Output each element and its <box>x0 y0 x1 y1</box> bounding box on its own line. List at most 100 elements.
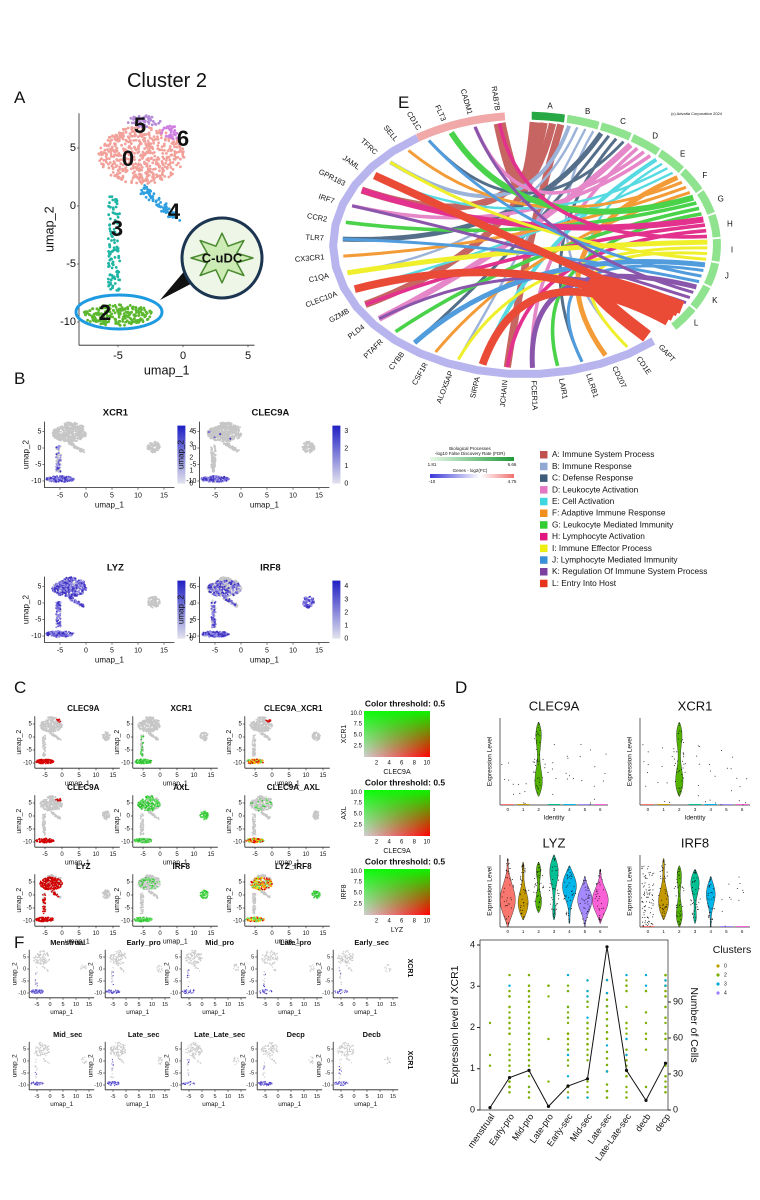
cell-dot <box>108 143 111 147</box>
cell-dot <box>42 724 44 726</box>
cell-dot <box>147 117 150 121</box>
y-tick-label: 0 <box>192 445 196 452</box>
cell-dot <box>161 167 165 171</box>
cell-dot <box>159 201 163 204</box>
cell-dot <box>115 147 119 150</box>
cell-dot <box>162 126 166 130</box>
cell-dot <box>211 611 214 614</box>
cell-dot <box>310 445 313 448</box>
cell-dot <box>125 149 129 153</box>
cell-dot <box>151 120 155 123</box>
cell-dot <box>150 196 154 199</box>
y-tick-label: 0 <box>37 445 41 452</box>
cell-dot <box>127 145 131 149</box>
cell-dot <box>56 620 58 623</box>
cell-dot <box>143 315 147 319</box>
y-tick-label: -10 <box>186 633 196 640</box>
cell-dot <box>215 476 218 479</box>
cell-dot <box>115 270 119 274</box>
y-tick-label: 0 <box>70 200 76 212</box>
cell-dot <box>137 150 141 154</box>
cell-dot <box>104 155 108 158</box>
colorbar <box>332 425 341 484</box>
cell-dot <box>71 433 74 436</box>
cluster-label: 4 <box>168 199 181 224</box>
cell-dot <box>210 447 213 450</box>
cell-dot <box>106 148 109 151</box>
cell-dot <box>208 631 211 634</box>
cell-dot <box>99 146 103 150</box>
cell-dot <box>216 630 218 633</box>
cell-dot <box>177 143 181 147</box>
cell-dot <box>108 252 112 256</box>
cell-dot <box>124 130 128 134</box>
cell-dot <box>107 166 111 170</box>
cell-dot <box>151 600 154 603</box>
cell-dot <box>221 594 224 597</box>
cell-dot <box>145 164 149 168</box>
cell-dot <box>123 323 126 327</box>
cell-dot <box>130 181 134 185</box>
cell-dot <box>57 462 60 465</box>
cell-dot <box>105 144 109 148</box>
cell-dot <box>73 585 76 588</box>
panel-letter: D <box>455 678 467 697</box>
cell-dot <box>153 597 155 600</box>
x-tick-label: 5 <box>110 492 114 499</box>
cell-dot <box>54 727 57 729</box>
cell-dot <box>59 722 62 725</box>
cell-dot <box>209 428 212 431</box>
cell-dot <box>143 139 147 143</box>
cell-dot <box>103 148 107 152</box>
cell-dot <box>155 158 159 161</box>
cell-dot <box>132 155 136 159</box>
cell-dot <box>147 445 150 448</box>
cell-dot <box>52 632 55 635</box>
cell-dot <box>145 312 149 315</box>
cell-dot <box>66 479 69 482</box>
cell-dot <box>78 587 81 590</box>
cell-dot <box>60 587 63 590</box>
cell-dot <box>133 145 136 149</box>
cell-dot <box>310 605 313 608</box>
cell-dot <box>135 168 139 171</box>
cell-dot <box>167 175 171 179</box>
cell-dot <box>237 582 240 585</box>
y-tick-label: 5 <box>37 583 41 590</box>
x-tick-label: 10 <box>134 647 142 654</box>
cell-dot <box>104 152 107 155</box>
cell-dot <box>225 439 227 442</box>
cell-dot <box>179 165 182 169</box>
cell-dot <box>156 135 159 139</box>
cell-dot <box>165 155 169 159</box>
cell-dot <box>142 306 146 310</box>
cell-dot <box>175 145 179 149</box>
cell-dot <box>225 596 228 599</box>
plot-title: CLEC9A <box>252 408 290 419</box>
cell-dot <box>112 160 116 164</box>
cell-dot <box>56 589 59 592</box>
cell-dot <box>137 144 141 148</box>
cell-dot <box>47 729 50 732</box>
cell-dot <box>141 191 145 194</box>
cell-dot <box>57 469 60 472</box>
cell-dot <box>109 151 113 155</box>
cell-dot <box>231 425 234 428</box>
cell-dot <box>143 162 147 166</box>
cell-dot <box>50 631 52 634</box>
cell-dot <box>134 306 138 309</box>
cell-dot <box>67 586 70 589</box>
cell-dot <box>86 318 89 322</box>
x-axis-label: umap_1 <box>144 364 190 378</box>
cell-dot <box>158 169 161 173</box>
cell-dot <box>223 581 226 583</box>
y-axis-label: umap_2 <box>21 440 30 470</box>
cell-dot <box>202 633 205 635</box>
cell-dot <box>233 435 236 438</box>
cell-dot <box>127 157 131 161</box>
cell-dot <box>69 587 72 590</box>
cell-dot <box>148 602 151 605</box>
cell-dot <box>137 169 141 173</box>
cell-dot <box>59 435 62 438</box>
